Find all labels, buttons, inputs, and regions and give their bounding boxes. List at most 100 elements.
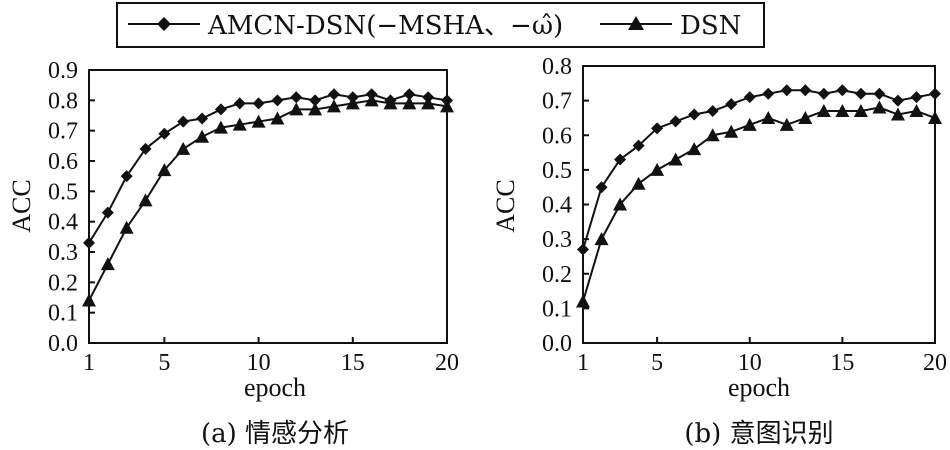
data-point-triangle <box>82 293 96 307</box>
y-tick-label: 0.2 <box>48 270 78 296</box>
data-point-triangle <box>421 96 436 110</box>
data-point-diamond <box>196 112 209 125</box>
series-line-amcn-dsn <box>582 89 936 250</box>
x-axis-ticks: 1 5 10 15 20 <box>83 337 459 376</box>
data-point-diamond <box>854 87 867 100</box>
data-point-diamond <box>403 88 416 101</box>
x-tick-label: 15 <box>830 350 854 376</box>
y-tick-label: 0.0 <box>542 331 572 357</box>
y-tick-label: 0.3 <box>542 227 572 253</box>
data-point-triangle <box>668 152 683 166</box>
x-tick-label: 20 <box>435 350 459 376</box>
data-point-diamond <box>762 87 775 100</box>
data-point-triangle <box>761 110 776 124</box>
data-point-diamond <box>577 243 589 256</box>
data-point-diamond <box>743 91 756 104</box>
chart-panel-intent: 0.00.10.20.30.40.50.60.70.8 1 5 10 15 20 ACC… <box>491 54 947 449</box>
data-point-diamond <box>83 236 95 249</box>
data-point-diamond <box>214 103 227 116</box>
y-tick-label: 0.1 <box>48 301 78 327</box>
y-axis-title: ACC <box>491 179 520 232</box>
data-point-triangle <box>270 111 285 125</box>
data-point-diamond <box>158 127 171 140</box>
data-point-triangle <box>157 163 172 177</box>
data-point-diamond <box>706 105 719 118</box>
data-point-diamond <box>139 142 152 155</box>
legend-label-amcn: AMCN-DSN(−MSHA、−ω̂) <box>207 11 563 41</box>
y-tick-label: 0.2 <box>542 262 572 288</box>
data-point-triangle <box>613 197 628 211</box>
y-tick-label: 0.0 <box>48 331 78 357</box>
y-tick-label: 0.8 <box>542 54 572 80</box>
y-tick-label: 0.1 <box>542 296 572 322</box>
data-point-diamond <box>817 87 830 100</box>
data-point-diamond <box>725 98 738 111</box>
y-tick-label: 0.6 <box>542 123 572 149</box>
data-point-diamond <box>910 91 923 104</box>
x-axis-ticks: 1 5 10 15 20 <box>577 337 947 376</box>
y-tick-label: 0.5 <box>48 179 78 205</box>
data-point-diamond <box>177 115 190 128</box>
x-tick-label: 5 <box>158 350 170 376</box>
data-point-diamond <box>595 181 608 194</box>
y-tick-label: 0.7 <box>542 89 572 115</box>
plot-frame <box>88 69 448 344</box>
data-point-triangle <box>383 96 398 110</box>
data-point-diamond <box>252 97 265 110</box>
data-point-triangle <box>251 114 266 128</box>
x-tick-label: 1 <box>577 350 589 376</box>
data-point-triangle <box>138 193 153 207</box>
data-point-triangle <box>631 176 646 190</box>
x-tick-label: 20 <box>923 350 947 376</box>
data-point-diamond <box>271 94 284 107</box>
data-point-diamond <box>614 153 627 166</box>
data-point-diamond <box>929 87 941 100</box>
data-point-triangle <box>816 104 831 118</box>
data-point-triangle <box>835 104 850 118</box>
x-tick-label: 10 <box>247 350 271 376</box>
y-tick-label: 0.3 <box>48 240 78 266</box>
data-point-triangle <box>195 129 210 143</box>
y-tick-label: 0.7 <box>48 119 78 145</box>
y-axis-title: ACC <box>7 179 36 232</box>
data-point-diamond <box>233 97 246 110</box>
x-tick-label: 1 <box>83 350 95 376</box>
panel-caption: (a) 情感分析 <box>201 419 349 449</box>
data-point-diamond <box>780 84 793 97</box>
data-point-diamond <box>669 115 682 128</box>
data-point-diamond <box>836 84 849 97</box>
data-point-diamond <box>632 139 645 152</box>
data-point-triangle <box>440 99 454 113</box>
data-point-triangle <box>345 96 360 110</box>
data-point-triangle <box>779 117 794 131</box>
legend-label-dsn: DSN <box>680 11 741 41</box>
panel-caption: (b) 意图识别 <box>684 419 833 449</box>
data-point-triangle <box>289 102 304 116</box>
data-point-triangle <box>890 107 905 121</box>
data-point-diamond <box>688 108 701 121</box>
data-point-triangle <box>119 220 134 234</box>
data-point-diamond <box>651 122 664 135</box>
x-axis-title: epoch <box>728 373 790 402</box>
data-point-diamond <box>327 88 340 101</box>
x-tick-label: 15 <box>341 350 365 376</box>
data-point-diamond <box>120 170 133 183</box>
y-tick-label: 0.4 <box>542 193 572 219</box>
data-point-triangle <box>853 104 868 118</box>
data-point-triangle <box>176 141 191 155</box>
data-point-triangle <box>213 120 228 134</box>
data-point-diamond <box>873 87 886 100</box>
legend-marker-diamond <box>157 17 171 31</box>
data-point-triangle <box>872 100 887 114</box>
series-layer <box>82 88 454 307</box>
y-tick-label: 0.5 <box>542 158 572 184</box>
data-point-triangle <box>724 124 739 138</box>
data-point-triangle <box>364 93 379 107</box>
x-axis-title: epoch <box>244 373 306 402</box>
data-point-diamond <box>101 206 114 219</box>
data-point-diamond <box>891 94 904 107</box>
data-point-triangle <box>798 110 813 124</box>
data-point-triangle <box>705 128 720 142</box>
x-tick-label: 5 <box>651 350 663 376</box>
data-point-triangle <box>402 96 417 110</box>
